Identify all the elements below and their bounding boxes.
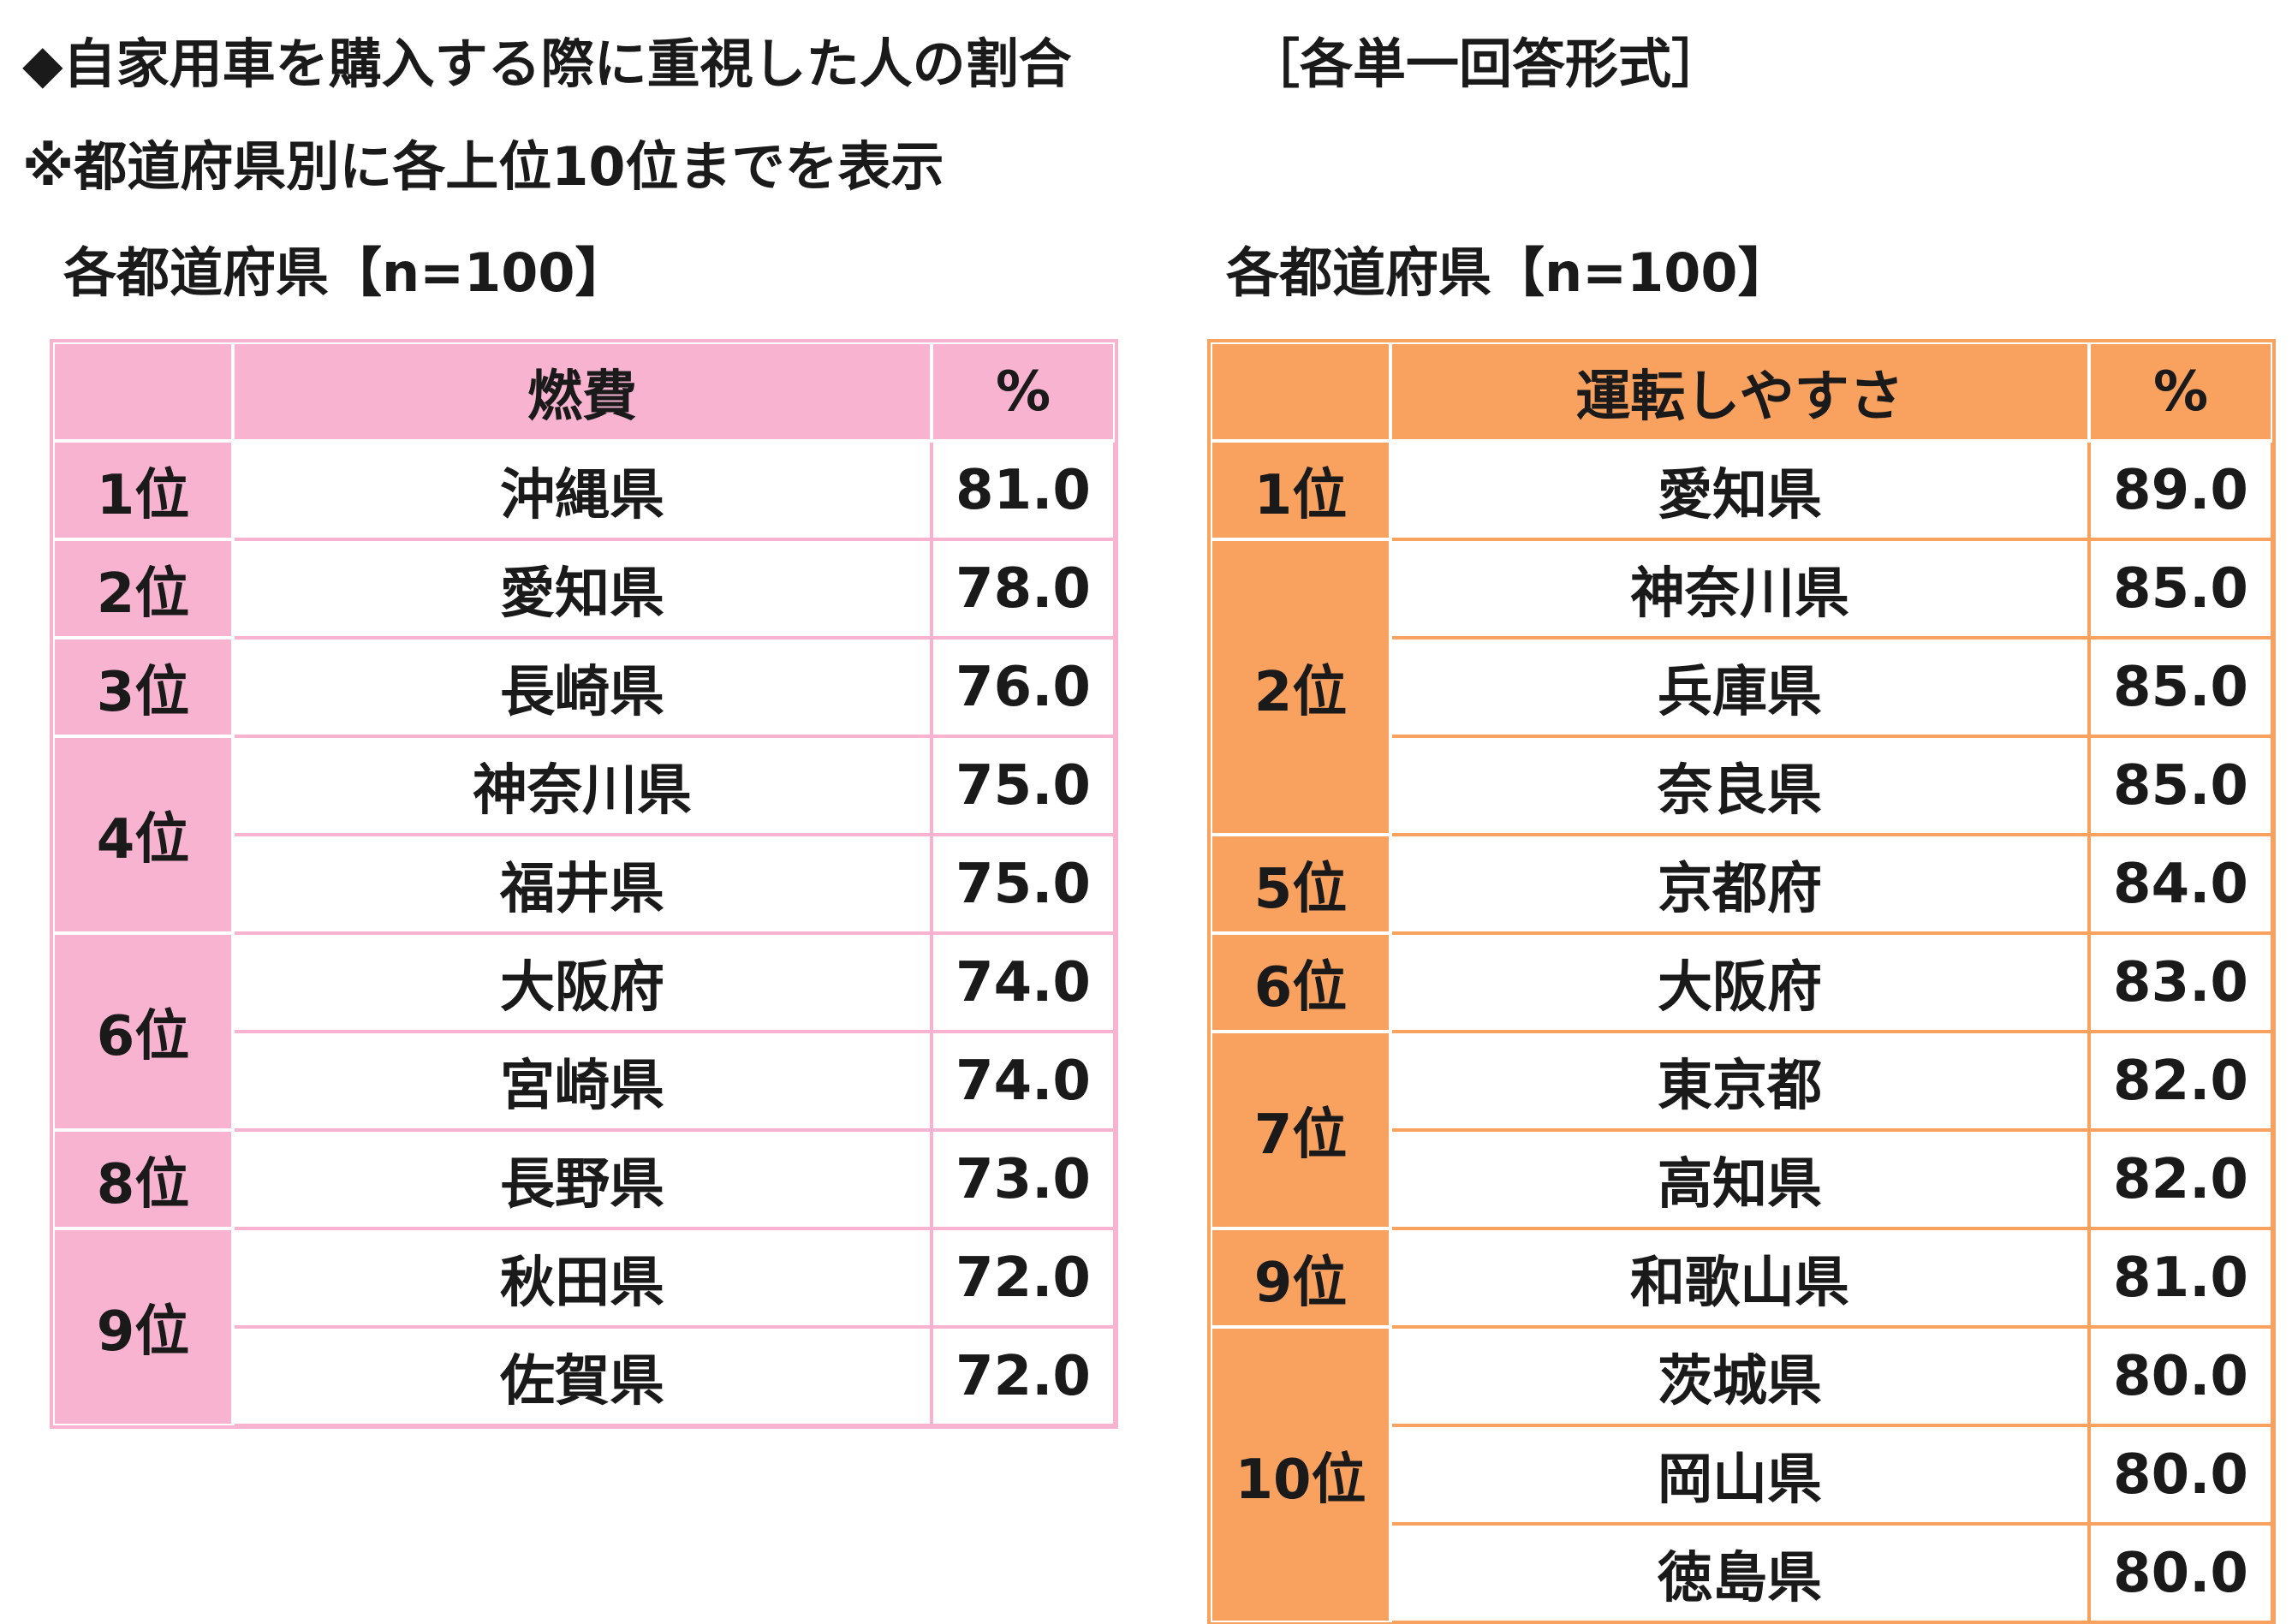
prefecture-cell: 徳島県 <box>1389 1522 2091 1624</box>
percent-cell: 85.0 <box>2087 636 2274 738</box>
table-row: 宮崎県 74.0 <box>53 1030 1116 1132</box>
table-header-row: 運転しやすさ % <box>1209 341 2274 443</box>
percent-cell: 74.0 <box>930 1030 1116 1132</box>
percent-cell: 76.0 <box>930 636 1116 738</box>
prefecture-cell: 大阪府 <box>1389 931 2091 1033</box>
percent-cell: 82.0 <box>2087 1128 2274 1230</box>
rank-cell: 10位 <box>1209 1325 1392 1624</box>
prefecture-cell: 高知県 <box>1389 1128 2091 1230</box>
percent-cell: 80.0 <box>2087 1522 2274 1624</box>
percent-cell: 74.0 <box>930 931 1116 1033</box>
prefecture-cell: 茨城県 <box>1389 1325 2091 1427</box>
prefecture-cell: 和歌山県 <box>1389 1227 2091 1329</box>
table-row: 2位 愛知県 78.0 <box>51 538 1116 639</box>
prefecture-cell: 佐賀県 <box>231 1325 933 1427</box>
prefecture-cell: 長崎県 <box>231 636 933 738</box>
prefecture-cell: 大阪府 <box>231 931 933 1033</box>
prefecture-cell: 福井県 <box>231 833 933 935</box>
item-column-header: 運転しやすさ <box>1389 341 2091 443</box>
table-row: 福井県 75.0 <box>53 833 1116 935</box>
prefecture-cell: 沖縄県 <box>231 439 933 541</box>
table-row: 8位 長野県 73.0 <box>51 1128 1116 1230</box>
percent-cell: 84.0 <box>2087 833 2274 935</box>
prefecture-cell: 東京都 <box>1389 1030 2091 1132</box>
table-row: 兵庫県 85.0 <box>1211 636 2274 738</box>
percent-cell: 75.0 <box>930 833 1116 935</box>
percent-cell: 73.0 <box>930 1128 1116 1230</box>
rank-cell: 3位 <box>51 636 235 738</box>
rank-cell: 2位 <box>51 538 235 639</box>
table-row: 2位 神奈川県 85.0 <box>1209 538 2274 836</box>
rank-cell: 2位 <box>1209 538 1392 836</box>
left-table-subtitle: 各都道府県【n=100】 <box>63 241 628 304</box>
table-row: 3位 長崎県 76.0 <box>51 636 1116 738</box>
table-row: 6位 大阪府 74.0 <box>51 931 1116 1132</box>
answer-format-label: ［各単一回答形式］ <box>1247 33 1725 95</box>
table-row: 7位 東京都 82.0 <box>1209 1030 2274 1230</box>
rank-column-header <box>51 341 235 443</box>
rank-cell: 1位 <box>51 439 235 541</box>
percent-cell: 89.0 <box>2087 439 2274 541</box>
page-title-text: ◆自家用車を購入する際に重視した人の割合 <box>22 33 1072 95</box>
table-row: 1位 沖縄県 81.0 <box>51 439 1116 541</box>
rank-cell: 5位 <box>1209 833 1392 935</box>
percent-cell: 82.0 <box>2087 1030 2274 1132</box>
percent-cell: 81.0 <box>930 439 1116 541</box>
table-row: 5位 京都府 84.0 <box>1209 833 2274 935</box>
table-row: 6位 大阪府 83.0 <box>1209 931 2274 1033</box>
prefecture-cell: 岡山県 <box>1389 1424 2091 1526</box>
ranking-note: ※都道府県別に各上位10位までを表示 <box>22 135 944 198</box>
rank-cell: 6位 <box>1209 931 1392 1033</box>
percent-cell: 72.0 <box>930 1325 1116 1427</box>
item-column-header: 燃費 <box>231 341 933 443</box>
percent-cell: 80.0 <box>2087 1424 2274 1526</box>
page-title: ◆自家用車を購入する際に重視した人の割合 ［各単一回答形式］ <box>22 21 1724 98</box>
rank-cell: 8位 <box>51 1128 235 1230</box>
percent-cell: 81.0 <box>2087 1227 2274 1329</box>
percent-column-header: % <box>930 341 1116 443</box>
prefecture-cell: 神奈川県 <box>231 735 933 836</box>
table-row: 10位 茨城県 80.0 <box>1209 1325 2274 1624</box>
rank-column-header <box>1209 341 1392 443</box>
table-row: 9位 秋田県 72.0 <box>51 1227 1116 1427</box>
table-row: 1位 愛知県 89.0 <box>1209 439 2274 541</box>
table-row: 奈良県 85.0 <box>1211 735 2274 836</box>
prefecture-cell: 神奈川県 <box>1389 538 2091 639</box>
table-row: 佐賀県 72.0 <box>53 1325 1116 1427</box>
percent-cell: 85.0 <box>2087 735 2274 836</box>
percent-cell: 75.0 <box>930 735 1116 836</box>
rank-cell: 7位 <box>1209 1030 1392 1230</box>
prefecture-cell: 秋田県 <box>231 1227 933 1329</box>
rank-cell: 4位 <box>51 735 235 935</box>
rank-cell: 9位 <box>51 1227 235 1427</box>
table-row: 高知県 82.0 <box>1211 1128 2274 1230</box>
prefecture-cell: 愛知県 <box>1389 439 2091 541</box>
table-row: 岡山県 80.0 <box>1211 1424 2274 1526</box>
ease-of-driving-ranking-table: 運転しやすさ % 1位 愛知県 89.0 2位 神奈川県 85.0 兵庫県 85.0 奈良県 85… <box>1207 339 2276 1624</box>
rank-cell: 6位 <box>51 931 235 1132</box>
rank-cell: 1位 <box>1209 439 1392 541</box>
percent-cell: 85.0 <box>2087 538 2274 639</box>
prefecture-cell: 奈良県 <box>1389 735 2091 836</box>
percent-cell: 83.0 <box>2087 931 2274 1033</box>
table-header-row: 燃費 % <box>51 341 1116 443</box>
percent-cell: 72.0 <box>930 1227 1116 1329</box>
fuel-economy-ranking-table: 燃費 % 1位 沖縄県 81.0 2位 愛知県 78.0 3位 長崎県 76.0 4位 神奈川県 75… <box>50 339 1118 1429</box>
rank-cell: 9位 <box>1209 1227 1392 1329</box>
prefecture-cell: 兵庫県 <box>1389 636 2091 738</box>
right-table-subtitle: 各都道府県【n=100】 <box>1226 241 1791 304</box>
percent-column-header: % <box>2087 341 2274 443</box>
prefecture-cell: 宮崎県 <box>231 1030 933 1132</box>
prefecture-cell: 京都府 <box>1389 833 2091 935</box>
table-row: 9位 和歌山県 81.0 <box>1209 1227 2274 1329</box>
prefecture-cell: 長野県 <box>231 1128 933 1230</box>
percent-cell: 78.0 <box>930 538 1116 639</box>
prefecture-cell: 愛知県 <box>231 538 933 639</box>
percent-cell: 80.0 <box>2087 1325 2274 1427</box>
table-row: 4位 神奈川県 75.0 <box>51 735 1116 935</box>
